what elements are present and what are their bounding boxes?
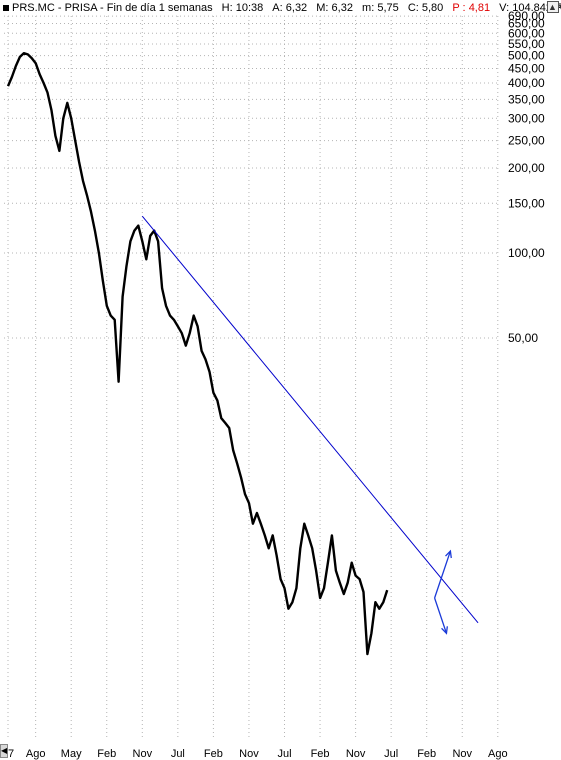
min-label: m: [362, 2, 375, 14]
arrow-head-icon [445, 549, 452, 559]
y-tick-label: 600,00 [508, 26, 545, 40]
y-tick-label: 400,00 [508, 76, 545, 90]
y-tick-label: 200,00 [508, 161, 545, 175]
y-tick-label: 150,00 [508, 196, 545, 210]
trend-line [141, 215, 479, 624]
y-tick-label: 250,00 [508, 134, 545, 148]
y-tick-label: 550,00 [508, 37, 545, 51]
a-value: 6,32 [285, 2, 308, 14]
p-value: 4,81 [468, 2, 491, 14]
x-tick-label: Feb [97, 748, 116, 760]
v-value: 104.842 [512, 2, 552, 14]
y-tick-label: 50,00 [508, 331, 538, 345]
h-value: 10:38 [235, 2, 264, 14]
x-tick-label: Jul [384, 748, 398, 760]
y-tick-label: 650,00 [508, 16, 545, 30]
x-tick-label: Nov [346, 748, 366, 760]
scroll-left-button[interactable]: ◀ [0, 744, 8, 758]
arrow-head-icon [441, 626, 448, 635]
x-tick-label: Ago [26, 748, 46, 760]
scale-toggle-button[interactable]: ▲▼ [547, 1, 561, 13]
y-tick-label: 690,00 [508, 9, 545, 23]
c-value: 5,80 [421, 2, 444, 14]
x-tick-label: Feb [204, 748, 223, 760]
instrument-name: PRISA [64, 2, 97, 14]
projection-arrow [433, 550, 452, 599]
x-tick-label: Nov [452, 748, 472, 760]
x-tick-label: Feb [311, 748, 330, 760]
x-tick-label: Ago [488, 748, 508, 760]
x-tick-label: Nov [133, 748, 153, 760]
min-value: 5,75 [377, 2, 399, 14]
x-tick-label: Jul [171, 748, 185, 760]
left-arrow-icon: ◀ [1, 746, 8, 755]
y-tick-label: 450,00 [508, 62, 545, 76]
x-tick-label: Nov [239, 748, 259, 760]
symbol-label: PRS.MC [12, 2, 55, 14]
x-tick-label: Feb [417, 748, 436, 760]
m-value: 6,32 [331, 2, 353, 14]
y-tick-label: 300,00 [508, 111, 545, 125]
y-tick-label: 350,00 [508, 92, 545, 106]
chart-header: PRS.MC - PRISA - Fin de día 1 semanas H:… [0, 0, 561, 16]
x-tick-label: Jul [277, 748, 291, 760]
y-tick-label: 100,00 [508, 246, 545, 260]
timeframe-label: Fin de día 1 semanas [106, 2, 213, 14]
price-series-line [6, 52, 389, 656]
c-label: C: [407, 2, 419, 14]
a-label: A: [272, 2, 283, 14]
x-tick-label: May [61, 748, 82, 760]
v-label: V: [499, 2, 510, 14]
p-label: P : [452, 2, 466, 14]
y-tick-label: 500,00 [508, 49, 545, 63]
m-label: M: [316, 2, 329, 14]
h-label: H: [221, 2, 233, 14]
projection-arrow [433, 597, 448, 634]
bullet-icon [3, 4, 9, 11]
